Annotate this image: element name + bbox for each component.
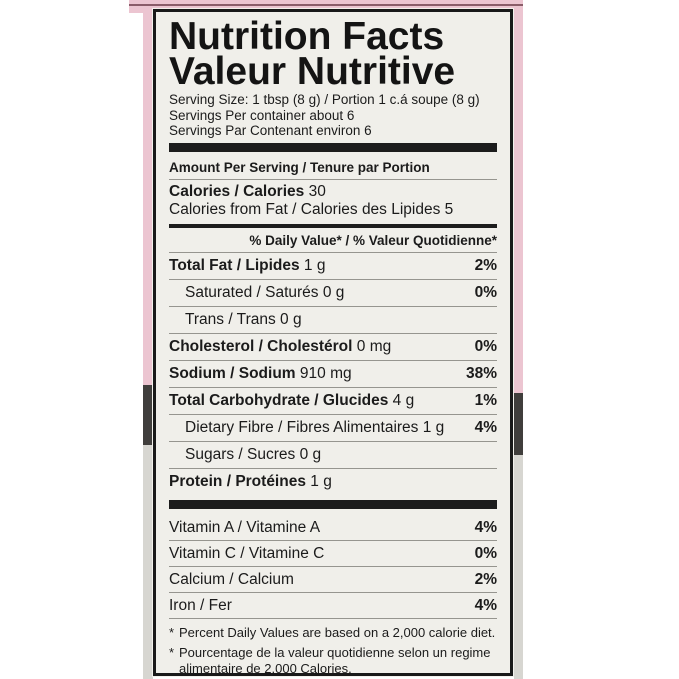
vitamin-table: Vitamin A / Vitamine A 4% Vitamin C / Vi… [169, 515, 497, 619]
label-title: Nutrition Facts Valeur Nutritive [169, 15, 497, 93]
daily-value-percent: 0% [474, 337, 497, 355]
nutrient-row-saturated: Saturated / Saturés 0 g 0% [169, 278, 497, 306]
daily-value-percent: 4% [474, 418, 497, 436]
calories-from-fat-row: Calories from Fat / Calories des Lipides… [169, 200, 454, 218]
nutrient-row-fibre: Dietary Fibre / Fibres Alimentaires 1 g … [169, 413, 497, 441]
package-left-edge [143, 13, 153, 679]
section-divider-bar [169, 499, 497, 509]
hairline-divider [169, 178, 497, 180]
asterisk-marker: * [169, 624, 175, 640]
nutrition-label-panel: Nutrition Facts Valeur Nutritive Serving… [153, 9, 513, 676]
nutrient-row-sugars: Sugars / Sucres 0 g [169, 440, 497, 468]
footnote-daily-values: * Percent Daily Values are based on a 2,… [169, 624, 496, 640]
footnote-daily-values-fr: * Pourcentage de la valeur quotidienne s… [169, 645, 491, 676]
calories-value: 30 [308, 182, 326, 200]
nutrient-row-total-fat: Total Fat / Lipides 1 g 2% [169, 256, 497, 274]
package-right-edge [514, 13, 523, 679]
servings-per-container-line-fr: Servings Par Contenant environ 6 [169, 123, 372, 138]
daily-value-percent: 1% [474, 391, 497, 409]
serving-size-line: Serving Size: 1 tbsp (8 g) / Portion 1 c… [169, 92, 480, 107]
vitamin-row-c: Vitamin C / Vitamine C 0% [169, 541, 497, 567]
asterisk-marker: * [169, 645, 175, 660]
nutrient-row-protein: Protein / Protéines 1 g [169, 467, 497, 495]
amount-per-serving-header: Amount Per Serving / Tenure par Portion [169, 159, 430, 175]
section-divider-bar-medium [169, 223, 497, 228]
calories-row: Calories / Calories 30 [169, 183, 497, 201]
vitamin-row-calcium: Calcium / Calcium 2% [169, 567, 497, 593]
nutrient-table: Total Fat / Lipides 1 g 2% Saturated / S… [169, 253, 497, 495]
serving-info: Serving Size: 1 tbsp (8 g) / Portion 1 c… [169, 92, 497, 139]
vitamin-row-iron: Iron / Fer 4% [169, 593, 497, 619]
daily-value-percent: 0% [474, 544, 497, 562]
daily-value-percent: 2% [474, 570, 497, 588]
footnotes: * Percent Daily Values are based on a 2,… [169, 619, 497, 676]
vitamin-row-a: Vitamin A / Vitamine A 4% [169, 515, 497, 541]
section-divider-bar [169, 142, 497, 152]
daily-value-percent: 0% [474, 283, 497, 301]
nutrient-row-trans: Trans / Trans 0 g [169, 305, 497, 333]
label-title-en: Nutrition Facts [169, 15, 445, 58]
nutrient-row-sodium: Sodium / Sodium 910 mg 38% [169, 359, 497, 387]
daily-value-percent: 38% [465, 364, 497, 382]
daily-value-percent: 4% [474, 596, 497, 614]
daily-value-header: % Daily Value* / % Valeur Quotidienne* [169, 228, 497, 253]
package-top-edge-line [129, 4, 523, 6]
nutrition-label: Nutrition Facts Valeur Nutritive Serving… [152, 8, 514, 677]
nutrient-row-cholesterol: Cholesterol / Cholestérol 0 mg 0% [169, 332, 497, 360]
calories-block: Calories / Calories 30 Calories from Fat… [169, 180, 497, 224]
calories-label: Calories / Calories [169, 182, 305, 200]
daily-value-percent: 2% [474, 256, 497, 274]
daily-value-percent: 4% [474, 518, 497, 536]
label-title-fr: Valeur Nutritive [169, 50, 456, 93]
servings-per-container-line: Servings Per container about 6 [169, 107, 355, 123]
nutrient-row-carbohydrate: Total Carbohydrate / Glucides 4 g 1% [169, 386, 497, 414]
